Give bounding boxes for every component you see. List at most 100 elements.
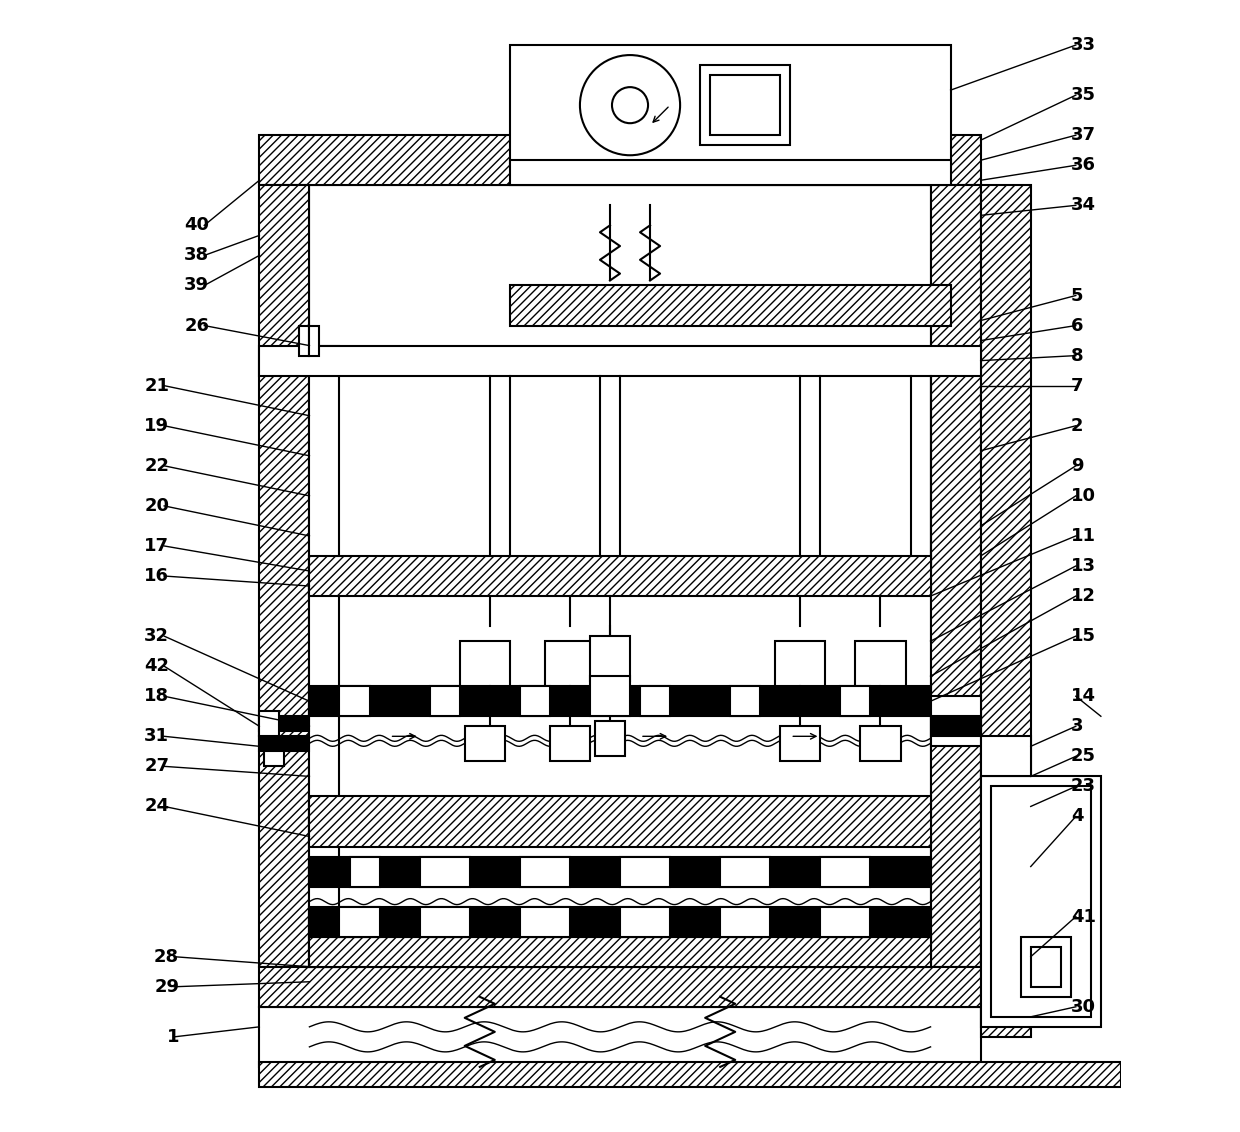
Bar <box>259 1062 1121 1087</box>
Bar <box>460 641 510 686</box>
Text: 15: 15 <box>1071 627 1096 645</box>
Text: 36: 36 <box>1071 156 1096 174</box>
Bar <box>259 967 981 1006</box>
Bar <box>821 857 870 886</box>
Bar <box>861 727 900 762</box>
Bar <box>549 727 590 762</box>
Text: 10: 10 <box>1071 487 1096 505</box>
Text: 26: 26 <box>185 317 210 335</box>
Bar <box>259 717 310 731</box>
Text: 21: 21 <box>144 377 169 395</box>
Text: 37: 37 <box>1071 127 1096 144</box>
Text: 2: 2 <box>1071 417 1084 435</box>
Bar <box>590 636 630 681</box>
Text: 11: 11 <box>1071 526 1096 544</box>
Bar <box>730 686 760 717</box>
Text: 1: 1 <box>166 1028 180 1046</box>
Text: 32: 32 <box>144 627 169 645</box>
Text: 20: 20 <box>144 497 169 515</box>
Text: 3: 3 <box>1071 718 1084 736</box>
Bar <box>595 721 625 756</box>
Text: 23: 23 <box>1071 778 1096 796</box>
Text: 31: 31 <box>144 727 169 745</box>
Text: 9: 9 <box>1071 457 1084 474</box>
Bar <box>991 787 1091 1017</box>
Text: 35: 35 <box>1071 86 1096 104</box>
Text: 34: 34 <box>1071 196 1096 214</box>
Text: 28: 28 <box>154 947 180 966</box>
Bar <box>981 736 1030 777</box>
Bar <box>465 727 505 762</box>
Text: 38: 38 <box>184 247 210 265</box>
Bar <box>930 186 981 967</box>
Text: 16: 16 <box>144 567 169 585</box>
Bar <box>1030 946 1060 987</box>
Text: 41: 41 <box>1071 908 1096 926</box>
Bar <box>1021 936 1071 997</box>
Bar <box>264 752 284 766</box>
Bar <box>340 907 379 936</box>
Text: 18: 18 <box>144 687 169 705</box>
Text: 6: 6 <box>1071 317 1084 335</box>
Bar <box>620 907 670 936</box>
Bar <box>259 736 310 752</box>
Text: 30: 30 <box>1071 997 1096 1015</box>
Bar <box>310 326 320 355</box>
Text: 7: 7 <box>1071 377 1084 395</box>
Text: 19: 19 <box>144 417 169 435</box>
Text: 27: 27 <box>144 757 169 775</box>
Text: 25: 25 <box>1071 747 1096 765</box>
Bar <box>544 641 595 686</box>
Bar <box>520 857 570 886</box>
Bar <box>259 1006 981 1066</box>
Bar <box>310 797 930 847</box>
Bar <box>310 686 930 717</box>
Bar <box>350 857 379 886</box>
Bar <box>720 907 770 936</box>
Text: 29: 29 <box>154 978 180 996</box>
Bar <box>590 676 630 717</box>
Text: 17: 17 <box>144 537 169 555</box>
Text: 22: 22 <box>144 457 169 474</box>
Bar <box>510 161 951 186</box>
Text: 24: 24 <box>144 797 169 815</box>
Bar <box>510 285 951 326</box>
Bar <box>520 907 570 936</box>
Bar <box>841 686 870 717</box>
Text: 5: 5 <box>1071 286 1084 305</box>
Bar <box>720 857 770 886</box>
Bar <box>419 857 470 886</box>
Circle shape <box>580 55 680 155</box>
Bar <box>620 857 670 886</box>
Bar <box>259 135 981 186</box>
Bar <box>640 686 670 717</box>
Bar <box>780 727 821 762</box>
Text: 39: 39 <box>185 276 210 294</box>
Bar <box>310 556 930 597</box>
Bar <box>701 66 790 145</box>
Text: 40: 40 <box>185 216 210 234</box>
Bar <box>856 641 905 686</box>
Bar <box>419 907 470 936</box>
Circle shape <box>613 87 649 123</box>
Bar <box>510 45 951 165</box>
Bar <box>930 717 981 736</box>
Bar <box>310 186 930 967</box>
Bar <box>310 857 930 886</box>
Text: 13: 13 <box>1071 557 1096 575</box>
Bar <box>340 686 370 717</box>
Bar <box>981 777 1101 1027</box>
Bar <box>310 345 340 967</box>
Text: 14: 14 <box>1071 687 1096 705</box>
Bar <box>259 711 279 736</box>
Text: 33: 33 <box>1071 36 1096 54</box>
Text: 42: 42 <box>144 658 169 675</box>
Bar <box>299 326 310 355</box>
Text: 12: 12 <box>1071 588 1096 606</box>
Bar <box>981 186 1030 1037</box>
Bar <box>711 75 780 135</box>
Bar <box>429 686 460 717</box>
Bar <box>310 907 930 936</box>
Bar <box>775 641 826 686</box>
Bar <box>259 186 310 967</box>
